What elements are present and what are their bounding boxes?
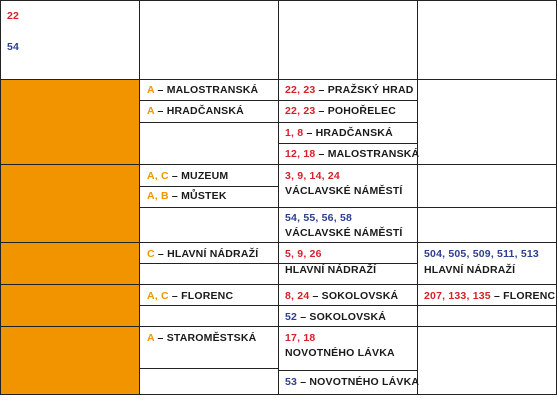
tram-stop: 1, 8 – HRADČANSKÁ <box>285 127 393 139</box>
tram-lines: 5, 9, 26 <box>285 248 322 260</box>
grid-line <box>0 326 557 327</box>
grid-line <box>278 370 418 371</box>
grid-line <box>139 368 278 369</box>
metro-stop: A, B – MŮSTEK <box>147 190 227 202</box>
grid-line <box>0 0 557 1</box>
grid-line <box>0 242 557 243</box>
grid-line <box>139 100 418 101</box>
tram-stop: 22, 23 – POHOŘELEC <box>285 105 396 117</box>
grid-line <box>0 284 557 285</box>
row-marker-3 <box>1 243 139 284</box>
grid-line <box>278 122 418 123</box>
grid-line <box>139 0 140 395</box>
metro-stop: A, C – MUZEUM <box>147 170 229 182</box>
header-tram-line: 22 <box>7 10 20 22</box>
bus-stop-name: VÁCLAVSKÉ NÁMĚSTÍ <box>285 227 403 239</box>
grid-line <box>139 122 278 123</box>
tram-stop-name: HLAVNÍ NÁDRAŽÍ <box>285 264 377 276</box>
bus-stop: 53 – NOVOTNÉHO LÁVKA <box>285 376 420 388</box>
metro-stop: A – STAROMĚSTSKÁ <box>147 332 257 344</box>
grid-line <box>139 186 278 187</box>
tram-stop: 12, 18 – MALOSTRANSKÁ <box>285 148 420 160</box>
grid-line <box>278 143 418 144</box>
row-marker-2 <box>1 165 139 242</box>
grid-line <box>0 394 557 395</box>
row-marker-5 <box>1 327 139 394</box>
regional-bus-stop-name: HLAVNÍ NÁDRAŽÍ <box>424 264 516 276</box>
grid-line <box>0 164 557 165</box>
grid-line <box>139 305 557 306</box>
tram-stop: 8, 24 – SOKOLOVSKÁ <box>285 290 399 302</box>
regional-bus-lines: 504, 505, 509, 511, 513 <box>424 248 539 260</box>
metro-stop: A – MALOSTRANSKÁ <box>147 84 259 96</box>
tram-stop: 22, 23 – PRAŽSKÝ HRAD <box>285 84 414 96</box>
grid-line <box>0 79 557 80</box>
bus-lines: 54, 55, 56, 58 <box>285 212 353 224</box>
metro-stop: A – HRADČANSKÁ <box>147 105 244 117</box>
metro-stop: A, C – FLORENC <box>147 290 234 302</box>
grid-line <box>417 0 418 395</box>
header-bus-line: 54 <box>7 41 20 53</box>
row-marker-4 <box>1 285 139 326</box>
tram-lines: 17, 18 <box>285 332 316 344</box>
bus-stop: 52 – SOKOLOVSKÁ <box>285 311 387 323</box>
metro-stop: C – HLAVNÍ NÁDRAŽÍ <box>147 248 259 260</box>
regional-bus-stop: 207, 133, 135 – FLORENC <box>424 290 556 302</box>
tram-stop-name: VÁCLAVSKÉ NÁMĚSTÍ <box>285 185 403 197</box>
row-marker-1 <box>1 80 139 164</box>
grid-line <box>139 263 418 264</box>
grid-line <box>139 207 557 208</box>
tram-stop-name: NOVOTNÉHO LÁVKA <box>285 347 395 359</box>
grid-line <box>278 0 279 395</box>
grid-line <box>0 0 1 395</box>
tram-lines: 3, 9, 14, 24 <box>285 170 340 182</box>
